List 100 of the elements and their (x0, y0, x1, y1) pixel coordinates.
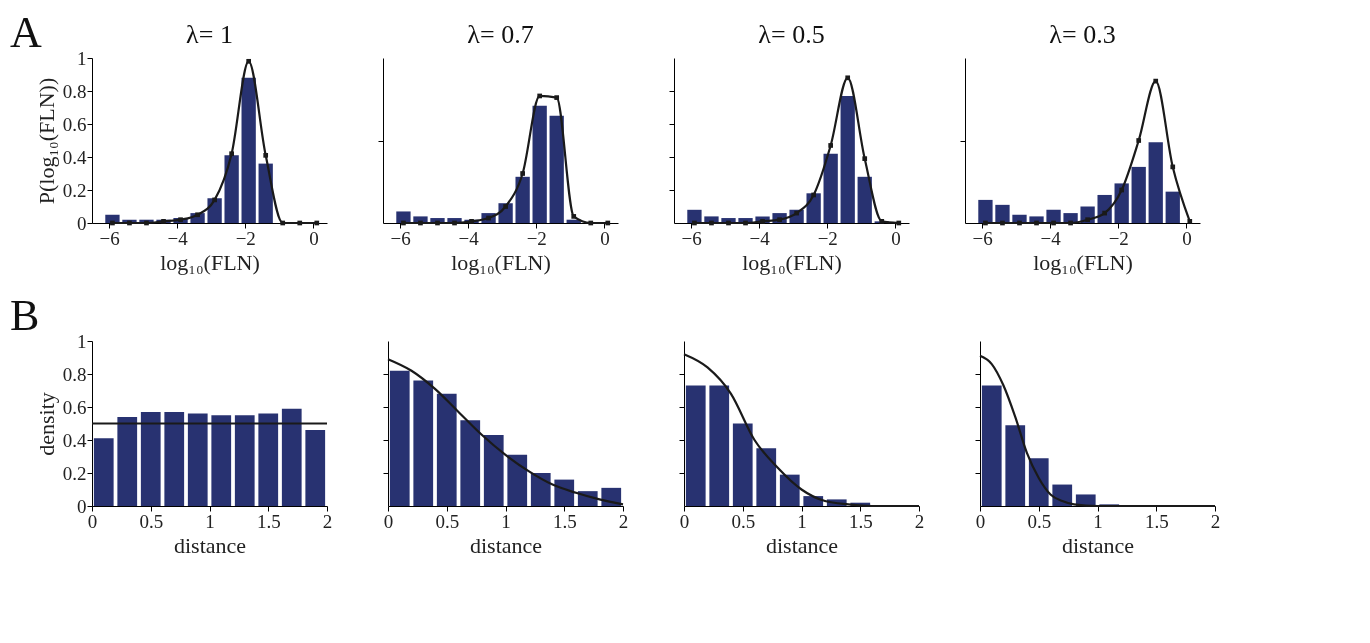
point (1051, 220, 1056, 226)
x-tick-label: 0 (679, 510, 690, 532)
bar (685, 385, 706, 506)
y-tick-label: 0 (77, 495, 87, 517)
x-tick-label: 2 (1210, 510, 1221, 532)
bar (1028, 458, 1049, 506)
x-tick-label: 2 (618, 510, 629, 532)
y-tick-label: 0.2 (62, 179, 87, 201)
x-tick-label: 0 (975, 510, 986, 532)
x-tick-label: 2 (914, 510, 925, 532)
bar (164, 411, 185, 506)
y-tick-label: 0.4 (62, 146, 87, 168)
bar (507, 454, 528, 506)
bar (549, 115, 564, 223)
point (811, 192, 816, 198)
x-tick-label: −6 (681, 227, 702, 249)
point (692, 220, 697, 226)
x-axis-title: log₁₀(FLN) (1033, 249, 1133, 275)
bar (779, 474, 800, 506)
x-tick-label: 0.5 (731, 510, 756, 532)
point (297, 220, 303, 226)
bar (436, 393, 457, 506)
x-tick-label: −6 (99, 227, 120, 249)
point (983, 220, 988, 226)
x-axis-title: distance (765, 532, 839, 558)
bar (1165, 191, 1180, 223)
point (469, 219, 474, 224)
x-tick-label: 1.5 (848, 510, 873, 532)
point (537, 93, 543, 99)
x-tick-label: −6 (972, 227, 993, 249)
x-tick-label: 0 (891, 227, 901, 249)
x-tick-label: 1 (205, 510, 215, 532)
point (571, 214, 577, 219)
point (588, 220, 594, 226)
bar (1005, 425, 1026, 506)
x-tick-label: 0.5 (1027, 510, 1052, 532)
bar (840, 95, 855, 223)
x-tick-label: 1.5 (552, 510, 577, 532)
text: B (10, 291, 40, 340)
point (503, 204, 508, 209)
point (554, 95, 560, 100)
x-axis-title: log₁₀(FLN) (160, 249, 260, 275)
bar (1148, 142, 1163, 223)
point (828, 143, 834, 148)
x-tick-label: −6 (390, 227, 411, 249)
bar (530, 473, 551, 506)
bar (396, 211, 411, 223)
point (401, 220, 406, 226)
point (435, 220, 440, 226)
bar (1131, 166, 1146, 223)
point (879, 219, 885, 224)
x-tick-label: 0.5 (435, 510, 460, 532)
x-tick-label: 1 (1093, 510, 1103, 532)
point (1187, 219, 1193, 224)
y-tick-label: 0 (77, 212, 87, 234)
x-tick-label: −2 (526, 227, 547, 249)
x-tick-label: 0.5 (139, 510, 164, 532)
point (314, 220, 320, 226)
y-tick-label: 0.6 (62, 396, 87, 418)
bar (732, 423, 753, 506)
x-axis-title: distance (173, 532, 247, 558)
point (263, 153, 269, 158)
x-tick-label: 0 (383, 510, 394, 532)
bar (389, 370, 410, 506)
text: A (10, 8, 42, 57)
point (229, 151, 234, 157)
bar (978, 199, 993, 223)
x-tick-label: −4 (1040, 227, 1062, 249)
point (178, 217, 183, 223)
point (520, 171, 525, 176)
point (1034, 220, 1039, 226)
x-tick-label: −2 (1108, 227, 1129, 249)
bar (532, 105, 547, 223)
x-axis-title: distance (469, 532, 543, 558)
x-tick-label: 0 (309, 227, 319, 249)
point (1170, 164, 1176, 170)
x-tick-label: 1 (797, 510, 807, 532)
x-tick-label: 0 (1182, 227, 1192, 249)
bar (187, 413, 208, 506)
y-tick-label: 0.6 (62, 113, 87, 135)
y-tick-label: 0.8 (62, 80, 87, 102)
point (1119, 187, 1125, 193)
bar (515, 176, 530, 223)
bar (709, 385, 730, 506)
point (862, 156, 868, 161)
point (144, 220, 149, 226)
bar (995, 204, 1010, 223)
y-tick-label: 1 (77, 330, 87, 352)
point (1068, 220, 1073, 226)
bar (823, 153, 838, 223)
x-axis-title: distance (1061, 532, 1135, 558)
x-tick-label: 1.5 (256, 510, 281, 532)
y-tick-label: 0.2 (62, 462, 87, 484)
point (161, 219, 166, 224)
bar (93, 438, 114, 506)
point (845, 75, 851, 81)
x-tick-label: 2 (322, 510, 333, 532)
bar (1046, 209, 1061, 223)
point (110, 220, 115, 226)
point (1136, 138, 1142, 143)
